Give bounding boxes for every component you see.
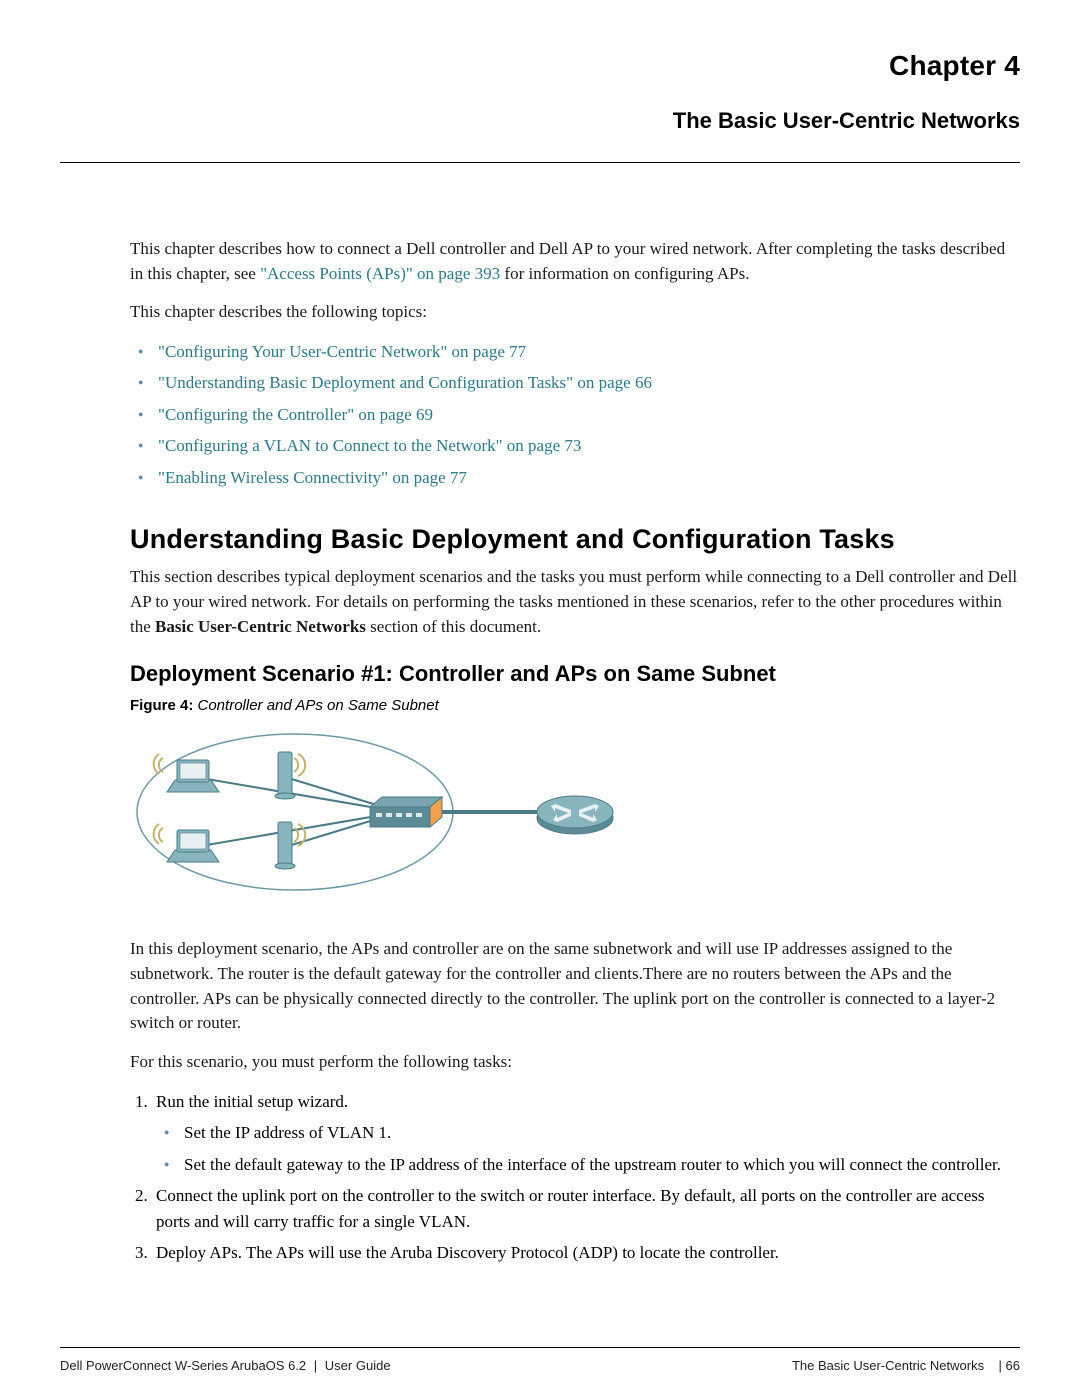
intro-p1-post: for information on configuring APs. [500, 264, 749, 283]
footer-product: Dell PowerConnect W-Series ArubaOS 6.2 [60, 1358, 306, 1373]
list-item: "Understanding Basic Deployment and Conf… [130, 370, 1020, 396]
section-heading: Understanding Basic Deployment and Confi… [60, 524, 1020, 555]
topic-link-configuring-network[interactable]: "Configuring Your User-Centric Network" … [158, 342, 526, 361]
topic-link-enabling-wireless[interactable]: "Enabling Wireless Connectivity" on page… [158, 468, 467, 487]
list-item: "Enabling Wireless Connectivity" on page… [130, 465, 1020, 491]
footer-page-number: 66 [1006, 1358, 1020, 1373]
topic-link-list: "Configuring Your User-Centric Network" … [130, 339, 1020, 491]
task-item-2: Connect the uplink port on the controlle… [152, 1183, 1020, 1234]
divider [60, 162, 1020, 163]
network-diagram [60, 722, 1020, 907]
footer-section: The Basic User-Centric Networks [792, 1358, 984, 1373]
list-item: "Configuring the Controller" on page 69 [130, 402, 1020, 428]
scenario-paragraph-1: In this deployment scenario, the APs and… [130, 937, 1020, 1036]
footer-right: The Basic User-Centric Networks | 66 [792, 1358, 1020, 1373]
task-1-text: Run the initial setup wizard. [156, 1092, 348, 1111]
chapter-title: Chapter 4 [60, 50, 1020, 82]
figure-label-bold: Figure 4: [130, 697, 193, 714]
list-item: "Configuring Your User-Centric Network" … [130, 339, 1020, 365]
task-1-sub-2: Set the default gateway to the IP addres… [156, 1152, 1020, 1178]
task-1-sub-1: Set the IP address of VLAN 1. [156, 1120, 1020, 1146]
intro-paragraph-2: This chapter describes the following top… [130, 300, 1020, 325]
footer-sep: | [314, 1358, 317, 1373]
page-footer: Dell PowerConnect W-Series ArubaOS 6.2 |… [60, 1347, 1020, 1373]
chapter-subtitle: The Basic User-Centric Networks [60, 108, 1020, 134]
intro-link-access-points[interactable]: "Access Points (APs)" on page 393 [260, 264, 500, 283]
footer-left: Dell PowerConnect W-Series ArubaOS 6.2 |… [60, 1358, 391, 1373]
section-p-bold: Basic User-Centric Networks [155, 617, 366, 636]
topic-link-configuring-vlan[interactable]: "Configuring a VLAN to Connect to the Ne… [158, 436, 581, 455]
subsection-heading: Deployment Scenario #1: Controller and A… [60, 661, 1020, 687]
task-item-1: Run the initial setup wizard. Set the IP… [152, 1089, 1020, 1178]
section-paragraph: This section describes typical deploymen… [130, 565, 1020, 639]
task-item-3: Deploy APs. The APs will use the Aruba D… [152, 1240, 1020, 1266]
figure-label: Figure 4: Controller and APs on Same Sub… [60, 697, 1020, 714]
topic-link-understanding-deployment[interactable]: "Understanding Basic Deployment and Conf… [158, 373, 652, 392]
topic-link-configuring-controller[interactable]: "Configuring the Controller" on page 69 [158, 405, 433, 424]
footer-guide: User Guide [325, 1358, 391, 1373]
task-list: Run the initial setup wizard. Set the IP… [60, 1089, 1020, 1266]
section-p-post: section of this document. [366, 617, 541, 636]
intro-paragraph-1: This chapter describes how to connect a … [130, 237, 1020, 286]
figure-label-italic: Controller and APs on Same Subnet [193, 697, 438, 714]
list-item: "Configuring a VLAN to Connect to the Ne… [130, 433, 1020, 459]
scenario-paragraph-2: For this scenario, you must perform the … [130, 1050, 1020, 1075]
